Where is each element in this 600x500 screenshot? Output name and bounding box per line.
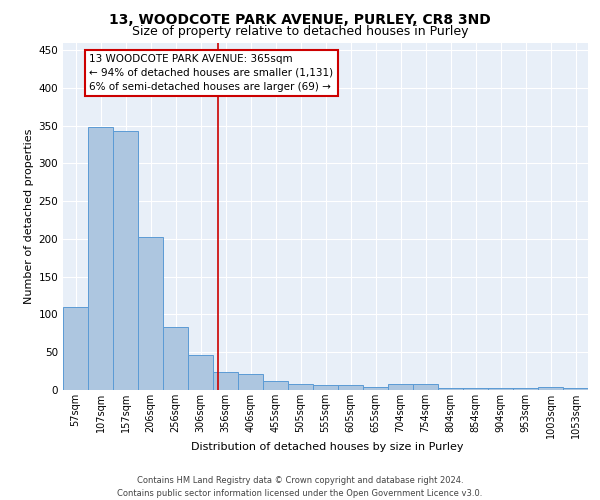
Bar xyxy=(188,355,213,390)
Text: Contains HM Land Registry data © Crown copyright and database right 2024.
Contai: Contains HM Land Registry data © Crown c… xyxy=(118,476,482,498)
Text: Distribution of detached houses by size in Purley: Distribution of detached houses by size … xyxy=(191,442,463,452)
Bar xyxy=(88,127,113,390)
Bar xyxy=(438,388,463,390)
Bar xyxy=(213,372,238,390)
Bar xyxy=(63,307,88,390)
Bar xyxy=(563,388,588,390)
Bar xyxy=(513,388,538,390)
Text: 13, WOODCOTE PARK AVENUE, PURLEY, CR8 3ND: 13, WOODCOTE PARK AVENUE, PURLEY, CR8 3N… xyxy=(109,12,491,26)
Text: 13 WOODCOTE PARK AVENUE: 365sqm
← 94% of detached houses are smaller (1,131)
6% : 13 WOODCOTE PARK AVENUE: 365sqm ← 94% of… xyxy=(89,54,334,92)
Y-axis label: Number of detached properties: Number of detached properties xyxy=(24,128,34,304)
Bar xyxy=(288,384,313,390)
Bar xyxy=(238,374,263,390)
Text: Size of property relative to detached houses in Purley: Size of property relative to detached ho… xyxy=(132,25,468,38)
Bar xyxy=(163,326,188,390)
Bar xyxy=(363,387,388,390)
Bar xyxy=(263,381,288,390)
Bar xyxy=(488,388,513,390)
Bar xyxy=(313,386,338,390)
Bar xyxy=(338,386,363,390)
Bar xyxy=(463,388,488,390)
Bar xyxy=(538,387,563,390)
Bar xyxy=(388,384,413,390)
Bar xyxy=(138,236,163,390)
Bar xyxy=(413,384,438,390)
Bar xyxy=(113,131,138,390)
